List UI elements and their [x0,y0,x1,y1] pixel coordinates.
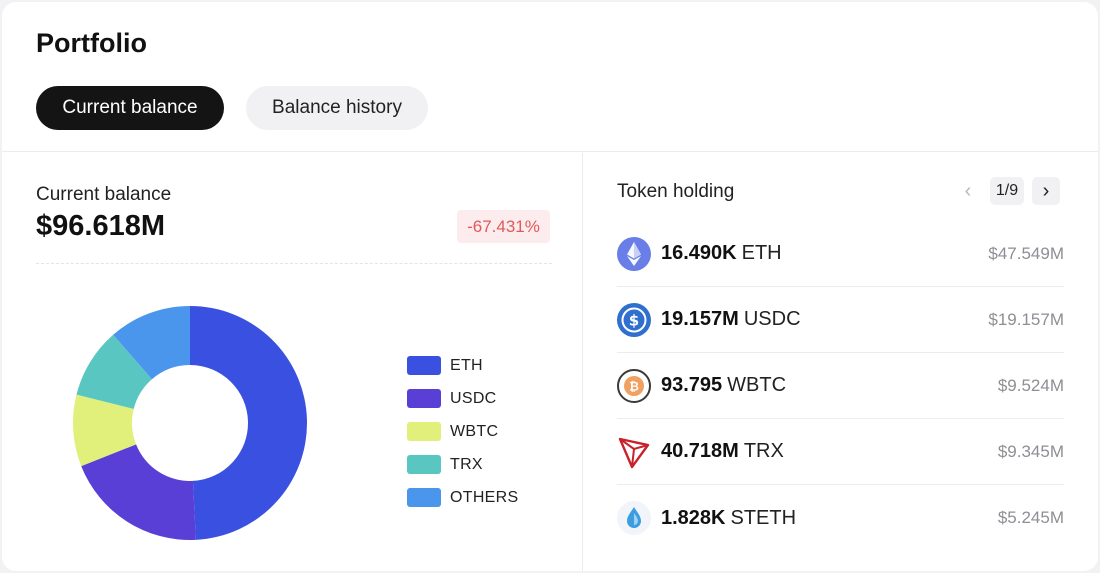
allocation-donut-chart [72,306,307,540]
legend-swatch [407,356,441,375]
token-row-steth[interactable]: 1.828K STETH $5.245M [617,485,1064,551]
legend-label: TRX [450,455,483,473]
chart-legend: ETH USDC WBTC TRX OTHERS [407,349,518,514]
token-amount: 16.490K [661,242,737,264]
legend-item-eth[interactable]: ETH [407,349,518,382]
page-title: Portfolio [36,28,147,58]
tab-current-balance[interactable]: Current balance [36,86,224,130]
divider [36,263,552,264]
svg-text:$: $ [629,311,639,329]
legend-item-usdc[interactable]: USDC [407,382,518,415]
token-usd-value: $5.245M [997,508,1064,527]
token-holding-title: Token holding [617,181,735,202]
donut-slice-others[interactable] [113,306,190,380]
legend-swatch [407,488,441,507]
legend-label: OTHERS [450,488,519,506]
portfolio-header: Portfolio Current balance Balance histor… [2,2,1098,152]
chevron-left-icon[interactable]: ‹ [964,179,972,202]
token-row-eth[interactable]: 16.490K ETH $47.549M [617,221,1064,287]
token-symbol: ETH [741,242,782,264]
token-amount: 93.795 [661,374,723,396]
token-usd-value: $9.345M [997,441,1064,461]
token-usd-value: $9.524M [997,375,1064,395]
token-symbol: TRX [743,440,784,462]
wbtc-icon: ₿ [617,368,651,403]
legend-swatch [407,389,441,408]
token-amount: 19.157M [661,308,739,330]
legend-swatch [407,455,441,474]
legend-swatch [407,422,441,441]
token-amount: 40.718M [661,440,739,462]
token-row-wbtc[interactable]: ₿ 93.795 WBTC $9.524M [617,353,1064,419]
legend-label: ETH [450,356,483,374]
donut-slice-trx[interactable] [76,334,152,409]
token-holding-panel: Token holding ‹ 1/9 › 16.490K ETH $47.54… [584,153,1098,571]
token-row-usdc[interactable]: $ 19.157M USDC $19.157M [617,287,1064,353]
token-amount: 1.828K [661,506,726,529]
token-usd-value: $47.549M [988,243,1064,263]
legend-label: WBTC [450,422,499,440]
token-symbol: STETH [730,506,797,529]
token-symbol: WBTC [727,374,787,396]
steth-icon [617,501,651,535]
usdc-icon: $ [617,302,651,337]
trx-icon [618,437,650,468]
chevron-right-icon[interactable]: › [1032,177,1060,205]
donut-slice-usdc[interactable] [81,444,196,540]
balance-panel: Current balance $96.618M -67.431% ETH USD… [2,153,583,571]
legend-item-wbtc[interactable]: WBTC [407,415,518,448]
token-symbol: USDC [743,308,801,330]
current-balance-value: $96.618M [36,210,165,242]
donut-slice-eth[interactable] [190,306,307,540]
pager: ‹ 1/9 › [954,177,1060,205]
donut-slice-wbtc[interactable] [72,394,137,467]
balance-change-badge: -67.431% [457,210,550,243]
legend-item-others[interactable]: OTHERS [407,481,518,514]
token-row-trx[interactable]: 40.718M TRX $9.345M [617,419,1064,485]
legend-label: USDC [450,389,497,407]
current-balance-label: Current balance [36,184,172,205]
token-usd-value: $19.157M [988,309,1064,329]
page-indicator: 1/9 [990,177,1024,205]
tab-balance-history[interactable]: Balance history [246,86,428,130]
svg-text:₿: ₿ [629,379,639,393]
legend-item-trx[interactable]: TRX [407,448,518,481]
eth-icon [617,236,651,271]
